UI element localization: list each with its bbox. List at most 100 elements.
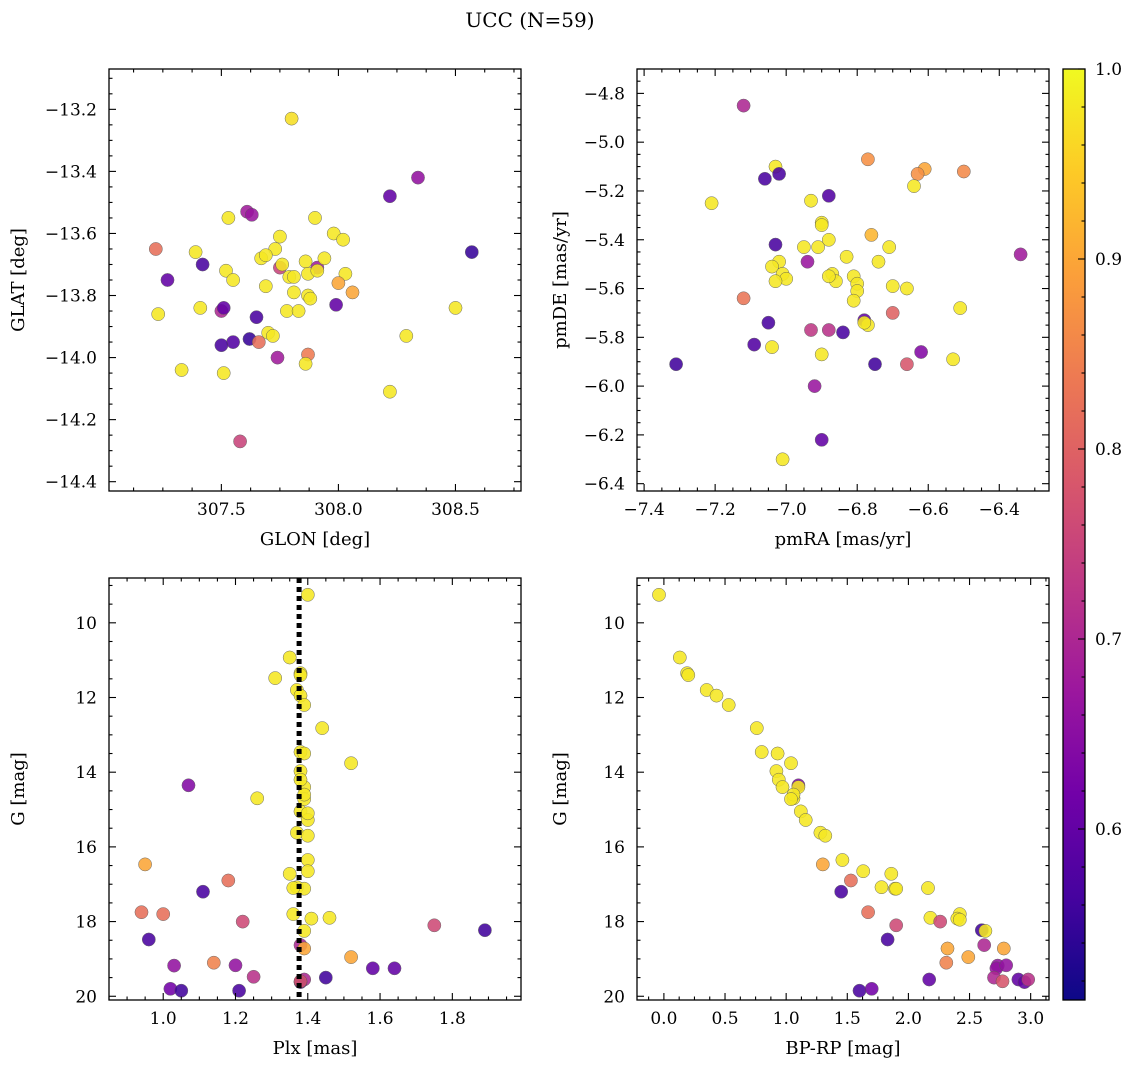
points-plx-mag bbox=[134, 587, 492, 998]
point-plx-mag bbox=[235, 914, 250, 929]
point-spatial bbox=[280, 304, 294, 318]
point-proper-motion bbox=[885, 279, 900, 293]
point-spatial bbox=[214, 338, 229, 353]
point-color-mag bbox=[835, 853, 850, 867]
point-plx-mag bbox=[134, 905, 149, 920]
point-plx-mag bbox=[300, 828, 315, 843]
point-spatial bbox=[226, 273, 240, 287]
point-proper-motion bbox=[761, 315, 776, 330]
point-proper-motion bbox=[765, 259, 779, 274]
point-proper-motion bbox=[758, 171, 772, 186]
point-spatial bbox=[287, 270, 301, 284]
y-axis-label: GLAT [deg] bbox=[8, 228, 29, 332]
point-color-mag bbox=[889, 918, 904, 933]
point-plx-mag bbox=[228, 958, 243, 973]
x-tick-label: 1.4 bbox=[294, 1009, 321, 1029]
point-proper-motion bbox=[669, 357, 683, 372]
x-tick-label: 1.8 bbox=[439, 1009, 466, 1029]
point-spatial bbox=[310, 263, 325, 278]
point-spatial bbox=[275, 257, 290, 272]
y-tick-label: −4.8 bbox=[584, 84, 625, 104]
point-spatial bbox=[270, 350, 285, 365]
point-spatial bbox=[411, 170, 425, 185]
point-spatial bbox=[151, 307, 166, 321]
y-tick-label: −13.4 bbox=[45, 162, 97, 182]
point-proper-motion bbox=[804, 323, 818, 337]
point-plx-mag bbox=[181, 778, 196, 793]
point-proper-motion bbox=[747, 337, 762, 352]
point-proper-motion bbox=[885, 306, 900, 320]
axes-frame bbox=[636, 577, 1050, 1001]
point-color-mag bbox=[652, 587, 666, 602]
point-spatial bbox=[219, 263, 233, 278]
point-spatial bbox=[188, 245, 203, 259]
x-tick-label: 2.0 bbox=[895, 1009, 922, 1029]
point-spatial bbox=[233, 434, 247, 449]
point-plx-mag bbox=[300, 806, 315, 821]
point-color-mag bbox=[861, 905, 875, 920]
point-proper-motion bbox=[956, 164, 971, 179]
point-color-mag bbox=[880, 932, 895, 947]
point-color-mag bbox=[874, 880, 889, 895]
point-spatial bbox=[284, 111, 299, 126]
colorbar: 0.6 0.7 0.8 0.9 1.0 bbox=[1062, 60, 1122, 1001]
point-color-mag bbox=[978, 924, 993, 938]
point-spatial bbox=[251, 335, 266, 349]
x-tick-label: −7.2 bbox=[694, 500, 735, 520]
point-color-mag bbox=[921, 881, 935, 895]
point-spatial bbox=[216, 366, 231, 380]
x-tick-label: −6.6 bbox=[908, 500, 949, 520]
point-spatial bbox=[317, 251, 332, 266]
y-tick-label: 14 bbox=[603, 763, 625, 783]
point-proper-motion bbox=[914, 345, 928, 359]
point-spatial bbox=[298, 254, 313, 269]
y-axis-label: G [mag] bbox=[550, 752, 571, 825]
point-spatial bbox=[329, 297, 343, 312]
point-spatial bbox=[266, 329, 280, 343]
point-proper-motion bbox=[797, 240, 811, 254]
y-axis-label: pmDE [mas/yr] bbox=[550, 211, 571, 349]
x-tick-label: −6.4 bbox=[979, 500, 1020, 520]
colorbar-gradient bbox=[1062, 68, 1086, 1001]
point-proper-motion bbox=[821, 188, 836, 203]
point-spatial bbox=[221, 211, 236, 225]
point-proper-motion bbox=[857, 315, 872, 330]
point-color-mag bbox=[844, 873, 858, 888]
points-color-mag bbox=[652, 587, 1036, 998]
colorbar-tick-label: 0.9 bbox=[1095, 250, 1122, 270]
y-tick-label: 18 bbox=[75, 913, 97, 933]
y-tick-label: 14 bbox=[75, 763, 97, 783]
y-tick-label: 20 bbox=[603, 987, 625, 1007]
y-tick-label: −6.0 bbox=[584, 377, 625, 397]
point-color-mag bbox=[977, 938, 992, 952]
point-color-mag bbox=[784, 792, 798, 806]
y-tick-label: 18 bbox=[603, 913, 625, 933]
point-proper-motion bbox=[736, 291, 751, 306]
point-proper-motion bbox=[772, 167, 786, 181]
figure-title: UCC (N=59) bbox=[465, 8, 594, 32]
point-proper-motion bbox=[768, 237, 783, 252]
x-tick-label: 308.0 bbox=[314, 500, 363, 520]
point-spatial bbox=[244, 207, 259, 222]
x-tick-label: 3.0 bbox=[1017, 1009, 1044, 1029]
point-spatial bbox=[298, 356, 313, 371]
point-color-mag bbox=[798, 813, 813, 827]
point-plx-mag bbox=[344, 756, 358, 771]
axes-frame bbox=[108, 577, 522, 1001]
point-proper-motion bbox=[821, 323, 836, 337]
point-plx-mag bbox=[282, 866, 297, 881]
point-plx-mag bbox=[141, 932, 156, 947]
x-axis-label: Plx [mas] bbox=[273, 1038, 358, 1059]
x-tick-label: 307.5 bbox=[197, 500, 246, 520]
point-plx-mag bbox=[250, 791, 265, 806]
x-tick-label: 1.5 bbox=[834, 1009, 861, 1029]
point-plx-mag bbox=[365, 961, 380, 976]
y-tick-label: −13.2 bbox=[45, 100, 97, 120]
point-color-mag bbox=[852, 983, 867, 998]
y-tick-label: 12 bbox=[75, 689, 97, 709]
point-proper-motion bbox=[861, 152, 875, 167]
point-spatial bbox=[303, 291, 318, 306]
point-spatial bbox=[338, 266, 353, 281]
point-color-mag bbox=[775, 780, 790, 794]
